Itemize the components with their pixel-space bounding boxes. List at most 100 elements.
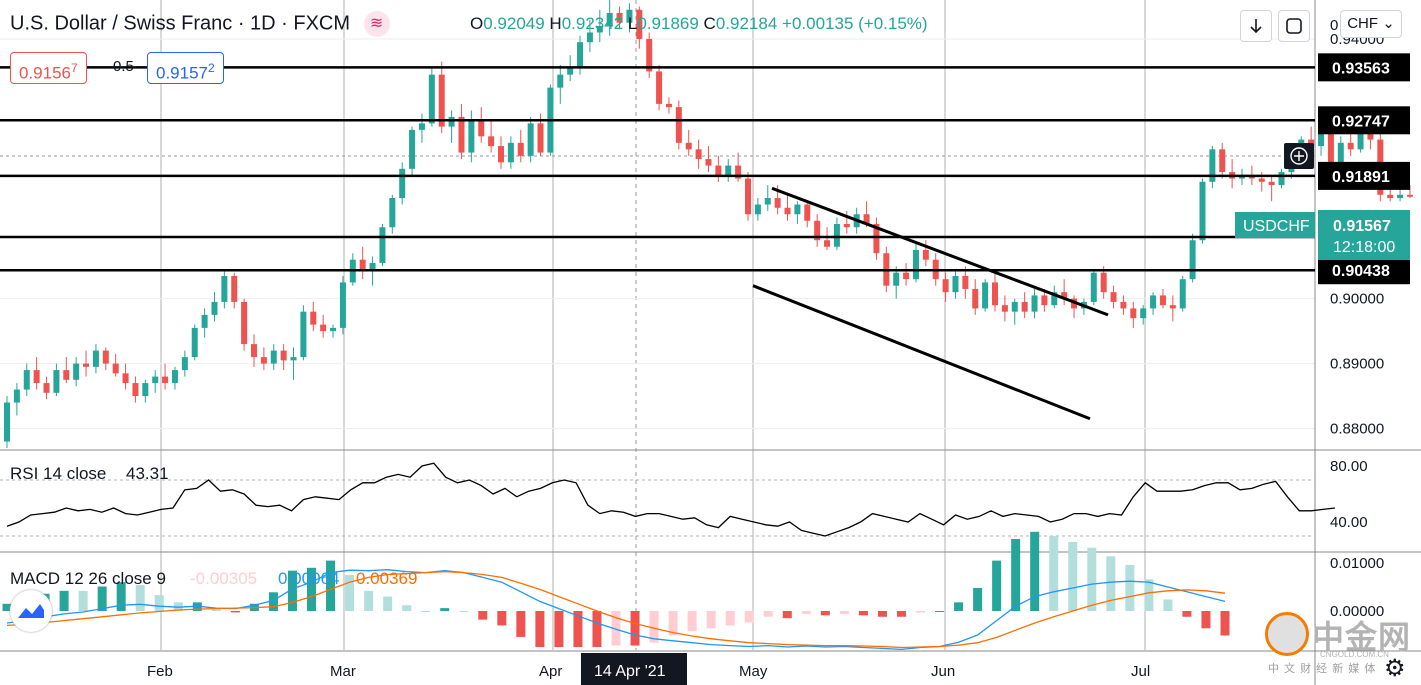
macd-histogram-bar [116,582,126,611]
settings-gear-icon[interactable]: ⚙ [1384,655,1406,682]
candle-body [656,71,663,104]
indicator-icon[interactable]: ≋ [363,11,390,37]
candle-body [1268,181,1275,186]
macd-histogram-bar [1220,611,1230,636]
candle-body [557,74,564,88]
candle-body [1258,178,1265,182]
candle-body [43,383,50,393]
macd-histogram-bar [78,590,88,611]
price-tick-label: 0 [1330,17,1338,34]
change-value: +0.00135 (+0.15%) [782,14,928,33]
macd-histogram-bar [478,611,488,620]
macd-histogram-bar [268,592,278,611]
candle-body [1337,142,1344,163]
candle-body [1031,295,1038,312]
candle-body [636,9,643,39]
candle-body [191,327,198,358]
high-label: H [549,14,562,33]
low-value: 0.91869 [637,14,699,33]
candle-body [280,350,287,361]
download-button[interactable] [1240,10,1272,42]
level-tag-label: 0.92747 [1332,113,1390,130]
candle-body [616,12,623,23]
low-label: L [627,14,638,33]
macd-histogram-bar [592,611,602,647]
candle-body [488,136,495,147]
candle-body [73,363,80,380]
candle-body [409,129,416,169]
candle-body [1199,181,1206,241]
macd-histogram-bar [1030,531,1040,611]
candle-body [231,275,238,302]
candle-body [1357,133,1364,150]
macd-histogram-bar [1125,564,1135,611]
candle-body [4,402,10,442]
candle-body [695,149,702,160]
candle-body [498,146,504,163]
macd-histogram-bar [877,611,887,617]
sell-button[interactable]: 0.91567 [10,52,87,84]
candle-body [290,357,297,361]
candle-body [1189,240,1196,280]
candle-body [132,383,139,397]
macd-histogram-bar [421,611,431,612]
candle-body [221,275,228,302]
macd-histogram-bar [97,586,107,611]
macd-histogram-bar [973,587,983,611]
last-price-label: 0.91567 [1333,218,1391,235]
macd-histogram-bar [326,560,336,611]
level-tag-label: 0.91891 [1332,169,1390,186]
candle-body [300,311,307,358]
macd-tick-label: 0.01000 [1330,555,1384,572]
candle-body [725,165,732,176]
candle-body [270,350,277,364]
plus-icon [1294,151,1304,161]
macd-histogram-bar [383,596,393,611]
sell-price: 0.9156 [19,63,71,83]
candle-body [992,282,998,306]
candle-body [33,370,40,384]
level-tag [1318,161,1410,190]
macd-histogram-bar [839,611,849,614]
candle-body [942,279,949,293]
macd-line [6,569,1226,651]
candle-body [833,224,840,247]
candle-body [1150,295,1157,309]
currency-dropdown[interactable]: CHF ⌄ [1340,10,1402,38]
candle-body [162,376,169,384]
candle-body [142,383,149,397]
channel-line [752,284,1091,421]
buy-pip: 2 [208,61,215,75]
candle-body [507,142,514,163]
macd-value: 0.00064 [278,569,339,588]
macd-histogram-bar [763,611,773,617]
candle-body [626,9,633,23]
buy-button[interactable]: 0.91572 [147,52,224,84]
price-tick-label: 0.88000 [1330,421,1384,438]
candle-body [379,227,386,263]
time-tick-label: Apr [539,663,562,680]
tradingview-logo-icon[interactable] [10,590,52,632]
candle-body [962,275,969,289]
candle-body [982,282,989,309]
macd-histogram-bar [440,608,450,611]
macd-histogram-bar [935,611,945,612]
crosshair-date-tag [581,653,687,685]
open-label: O [470,14,484,33]
macd-histogram-bar [535,611,545,647]
candle-body [1169,305,1176,309]
macd-histogram-bar [497,611,507,626]
macd-histogram-bar [516,611,526,637]
candle-body [181,357,188,371]
macd-histogram-bar [1106,556,1116,611]
candle-body [1179,279,1186,309]
candle-body [458,116,465,153]
macd-histogram-bar [687,611,697,632]
candle-body [804,204,811,221]
price-tick-label: 0.90000 [1330,291,1384,308]
macd-histogram-bar [668,611,678,636]
candle-body [1327,133,1334,163]
candle-body [1011,301,1018,312]
fullscreen-button[interactable] [1278,10,1310,42]
